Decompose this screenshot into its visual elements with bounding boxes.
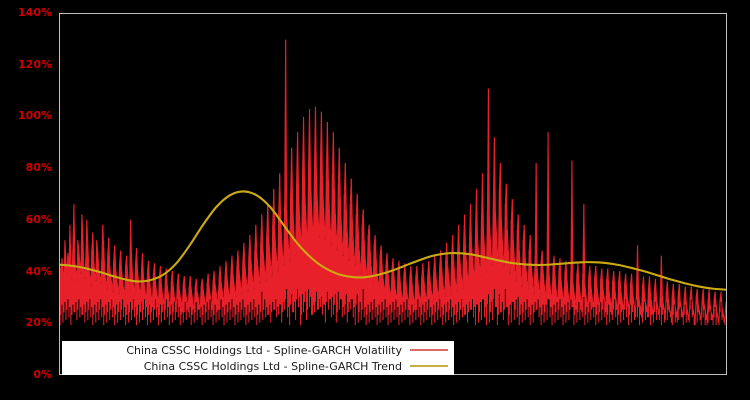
y-tick-label-140: 140%: [18, 6, 52, 19]
volatility-series: [60, 39, 726, 326]
y-tick-label-0: 0%: [33, 368, 52, 381]
plot-canvas: [60, 39, 726, 326]
y-tick-label-100: 100%: [18, 109, 52, 123]
plot-area: [59, 13, 727, 375]
chart-legend[interactable]: China CSSC Holdings Ltd - Spline-GARCH V…: [62, 341, 454, 375]
y-tick-label-20: 20%: [25, 316, 52, 330]
legend-entry-trend[interactable]: China CSSC Holdings Ltd - Spline-GARCH T…: [62, 358, 454, 374]
y-tick-label-120: 120%: [18, 57, 52, 71]
trend-series: [60, 190, 726, 291]
y-tick-label-60: 60%: [25, 212, 52, 226]
legend-label-trend: China CSSC Holdings Ltd - Spline-GARCH T…: [143, 359, 402, 373]
volatility-outline: [60, 39, 726, 321]
legend-swatch-volatility: [410, 349, 448, 351]
legend-entry-volatility[interactable]: China CSSC Holdings Ltd - Spline-GARCH V…: [62, 342, 454, 358]
legend-swatch-trend: [410, 365, 448, 367]
legend-label-volatility: China CSSC Holdings Ltd - Spline-GARCH V…: [126, 343, 402, 357]
y-tick-label-40: 40%: [25, 264, 52, 278]
y-tick-label-80: 80%: [25, 161, 52, 175]
